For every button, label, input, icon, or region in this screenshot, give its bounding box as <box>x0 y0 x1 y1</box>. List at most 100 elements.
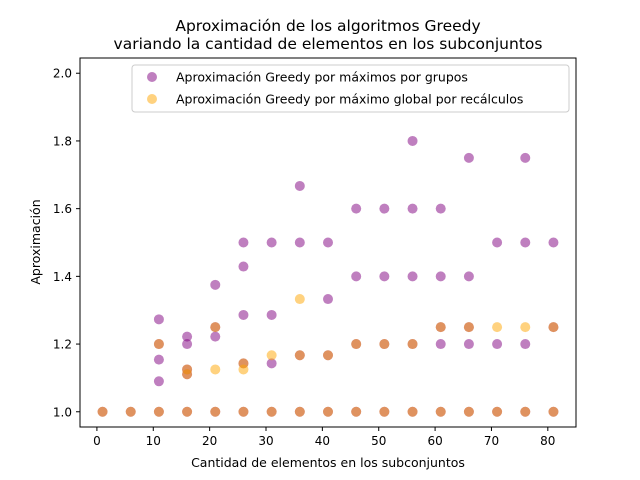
point-series-1-4 <box>153 354 164 365</box>
point-series-1-27 <box>294 237 305 248</box>
x-axis-ticks: 0 10 20 30 40 50 60 70 80 <box>93 427 555 448</box>
point-series-2-14 <box>266 350 277 361</box>
y-tick-label-4: 1.8 <box>53 134 72 148</box>
point-series-2-27 <box>435 322 446 333</box>
point-series-2-24 <box>407 406 418 417</box>
x-tick-label-30: 30 <box>258 434 273 448</box>
point-series-1-61 <box>520 237 531 248</box>
point-series-2-35 <box>548 322 559 333</box>
y-tick-label-0: 1.0 <box>53 405 72 419</box>
x-tick-label-0: 0 <box>93 434 101 448</box>
y-tick-label-1: 1.2 <box>53 338 72 352</box>
x-tick-label-10: 10 <box>146 434 161 448</box>
point-series-1-40 <box>379 203 390 214</box>
point-series-2-29 <box>463 322 474 333</box>
point-series-1-35 <box>351 271 362 282</box>
point-series-2-33 <box>520 322 531 333</box>
point-series-1-36 <box>351 203 362 214</box>
x-tick-label-70: 70 <box>484 434 499 448</box>
point-series-1-15 <box>210 279 221 290</box>
point-series-2-25 <box>407 339 418 350</box>
point-series-2-19 <box>323 350 333 361</box>
point-series-2-32 <box>520 406 531 417</box>
point-series-2-31 <box>492 322 503 333</box>
point-series-1-13 <box>210 331 221 342</box>
y-axis-label: Aproximación <box>28 199 43 284</box>
point-series-2-12 <box>238 358 249 369</box>
point-series-1-50 <box>435 203 446 214</box>
point-series-1-3 <box>153 376 164 387</box>
legend-marker-series-1 <box>147 72 157 82</box>
point-series-2-23 <box>379 339 390 350</box>
point-series-1-23 <box>266 309 277 320</box>
point-series-2-34 <box>548 406 559 417</box>
x-tick-label-50: 50 <box>371 434 386 448</box>
point-series-1-18 <box>238 309 249 320</box>
y-axis-ticks: 1.0 1.2 1.4 1.6 1.8 2.0 <box>53 67 80 419</box>
point-series-1-45 <box>407 135 418 146</box>
point-series-2-20 <box>351 406 362 417</box>
x-tick-label-60: 60 <box>427 434 442 448</box>
point-series-1-55 <box>463 152 474 163</box>
point-series-1-39 <box>379 271 390 282</box>
point-series-1-49 <box>435 271 446 282</box>
chart-title: Aproximación de los algoritmos Greedy <box>175 17 480 35</box>
point-series-1-6 <box>153 314 164 325</box>
point-series-2-15 <box>294 406 305 417</box>
y-tick-label-5: 2.0 <box>53 67 72 81</box>
point-series-1-43 <box>407 271 418 282</box>
y-tick-label-2: 1.4 <box>53 270 72 284</box>
point-series-2-13 <box>266 406 277 417</box>
point-series-2-1 <box>125 406 136 417</box>
point-series-2-2 <box>153 406 164 417</box>
point-series-1-54 <box>463 271 474 282</box>
point-series-2-16 <box>294 350 305 361</box>
point-series-2-18 <box>323 406 333 417</box>
y-tick-label-3: 1.6 <box>53 202 72 216</box>
point-series-2-4 <box>182 406 193 417</box>
point-series-2-26 <box>435 406 446 417</box>
point-series-2-8 <box>210 364 221 375</box>
point-series-1-10 <box>182 339 193 350</box>
point-series-1-31 <box>323 294 333 305</box>
point-series-2-21 <box>351 339 362 350</box>
point-series-1-11 <box>182 331 193 342</box>
plot-frame <box>79 57 577 428</box>
point-series-1-58 <box>492 237 503 248</box>
point-series-1-22 <box>266 358 277 369</box>
point-series-2-6 <box>182 364 193 375</box>
point-series-1-19 <box>238 261 249 272</box>
legend-box <box>131 64 570 113</box>
point-series-1-44 <box>407 203 418 214</box>
point-series-1-47 <box>435 339 446 350</box>
legend: Aproximación Greedy por máximos por grup… <box>131 64 570 113</box>
point-series-2-30 <box>492 406 503 417</box>
point-series-2-22 <box>379 406 390 417</box>
point-series-2-3 <box>153 339 164 350</box>
x-axis-label: Cantidad de elementos en los subconjunto… <box>191 455 465 470</box>
point-series-1-24 <box>266 237 277 248</box>
point-series-1-32 <box>323 237 333 248</box>
point-series-2-10 <box>238 406 249 417</box>
point-series-1-52 <box>463 339 474 350</box>
point-series-1-20 <box>238 237 249 248</box>
x-tick-label-20: 20 <box>202 434 217 448</box>
point-series-1-60 <box>520 339 531 350</box>
point-series-1-65 <box>548 237 559 248</box>
point-series-2-28 <box>463 406 474 417</box>
legend-label-series-1: Aproximación Greedy por máximos por grup… <box>176 70 468 85</box>
legend-label-series-2: Aproximación Greedy por máximo global po… <box>176 92 523 107</box>
point-series-2-7 <box>210 406 221 417</box>
point-series-1-28 <box>294 180 305 191</box>
chart-subtitle: variando la cantidad de elementos en los… <box>114 35 543 53</box>
point-series-2-17 <box>294 294 305 305</box>
x-tick-label-80: 80 <box>540 434 555 448</box>
legend-marker-series-2 <box>147 94 157 104</box>
x-tick-label-40: 40 <box>315 434 330 448</box>
data-points <box>97 135 559 417</box>
point-series-2-0 <box>97 406 108 417</box>
point-series-2-9 <box>210 322 221 333</box>
point-series-1-57 <box>492 339 503 350</box>
point-series-1-62 <box>520 152 531 163</box>
